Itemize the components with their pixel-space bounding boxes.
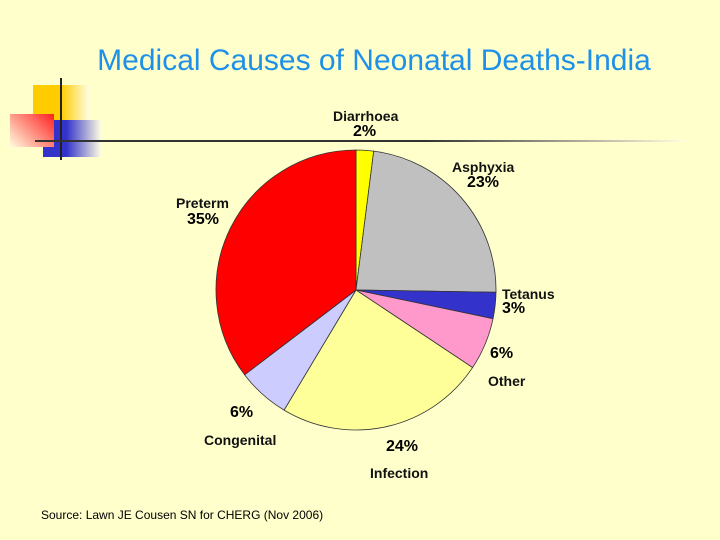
label-congenital: Congenital: [204, 432, 277, 448]
pct-preterm: 35%: [187, 211, 220, 228]
pie-slice-preterm: [215, 149, 357, 376]
label-diarrhoea: Diarrhoea: [333, 108, 399, 124]
slide-title: Medical Causes of Neonatal Deaths-India: [97, 44, 651, 77]
pie-slice-asphyxia: [355, 150, 497, 293]
label-tetanus: Tetanus: [502, 286, 555, 302]
pct-diarrhoea: 2%: [353, 123, 377, 140]
pct-infection: 24%: [386, 438, 419, 455]
label-asphyxia: Asphyxia: [452, 159, 515, 175]
source-note: Source: Lawn JE Cousen SN for CHERG (Nov…: [41, 508, 324, 522]
title-underline: [35, 140, 685, 142]
pct-tetanus: 3%: [502, 300, 526, 317]
label-preterm: Preterm: [176, 195, 229, 211]
label-infection: Infection: [370, 465, 429, 481]
label-other: Other: [488, 373, 526, 389]
pct-congenital: 6%: [230, 404, 254, 421]
pct-other: 6%: [490, 345, 514, 362]
decoration-vertical-line: [60, 78, 62, 160]
pie-slice-infection: [283, 289, 474, 431]
pct-asphyxia: 23%: [467, 174, 500, 191]
